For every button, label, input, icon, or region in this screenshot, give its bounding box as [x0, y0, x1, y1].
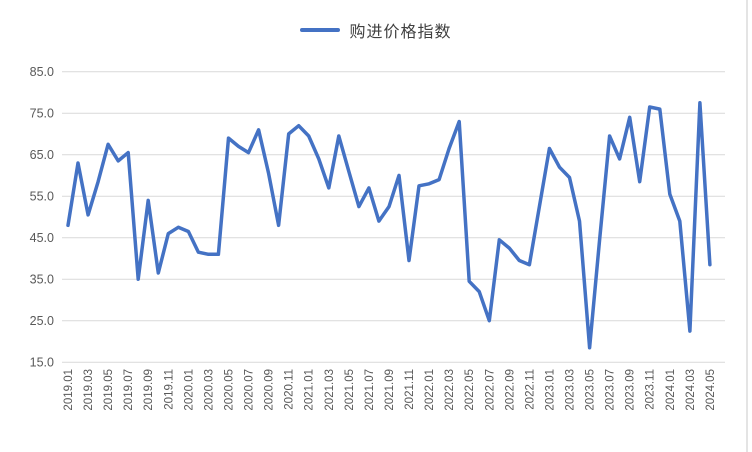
x-tick-label: 2023.11 [645, 369, 657, 410]
x-tick-label: 2020.09 [264, 369, 276, 411]
legend-line-swatch [300, 27, 341, 33]
x-tick-label: 2022.09 [504, 369, 516, 411]
y-tick-label: 25.0 [30, 314, 54, 328]
y-tick-label: 75.0 [30, 107, 54, 121]
y-tick-label: 65.0 [30, 148, 54, 162]
x-tick-label: 2021.07 [364, 369, 376, 411]
x-tick-label: 2023.09 [625, 369, 637, 411]
y-tick-label: 35.0 [30, 273, 54, 287]
x-tick-label: 2020.07 [244, 369, 256, 411]
x-tick-label: 2023.05 [585, 369, 597, 411]
x-tick-label: 2022.07 [484, 369, 496, 411]
x-tick-label: 2020.01 [183, 369, 195, 411]
x-tick-label: 2024.01 [665, 369, 677, 411]
x-tick-label: 2021.03 [324, 369, 336, 411]
x-tick-label: 2022.11 [524, 369, 536, 410]
y-tick-label: 55.0 [30, 190, 54, 204]
y-tick-label: 85.0 [30, 65, 54, 79]
x-tick-label: 2022.03 [444, 369, 456, 411]
x-tick-label: 2019.11 [163, 369, 175, 410]
legend-label: 购进价格指数 [349, 24, 452, 41]
x-tick-label: 2021.05 [344, 369, 356, 411]
x-tick-label: 2024.05 [705, 369, 717, 411]
x-tick-label: 2022.05 [464, 369, 476, 411]
x-tick-label: 2023.07 [605, 369, 617, 411]
chart-legend: 购进价格指数 [0, 18, 752, 42]
x-tick-label: 2022.01 [424, 369, 436, 411]
y-tick-label: 15.0 [30, 356, 54, 370]
x-tick-label: 2019.09 [143, 369, 155, 411]
x-tick-label: 2021.11 [404, 369, 416, 410]
x-tick-label: 2023.01 [544, 369, 556, 411]
x-tick-label: 2019.03 [83, 369, 95, 411]
x-tick-label: 2021.09 [384, 369, 396, 411]
x-tick-label: 2019.01 [63, 369, 75, 411]
series-line [66, 101, 712, 350]
x-tick-label: 2021.01 [304, 369, 316, 411]
x-tick-label: 2019.05 [103, 369, 115, 411]
x-tick-label: 2023.03 [565, 369, 577, 411]
x-tick-label: 2024.03 [685, 369, 697, 411]
x-tick-label: 2020.11 [284, 369, 296, 410]
y-tick-label: 45.0 [30, 231, 54, 245]
x-tick-label: 2019.07 [123, 369, 135, 411]
x-tick-label: 2020.05 [223, 369, 235, 411]
x-tick-label: 2020.03 [203, 369, 215, 411]
